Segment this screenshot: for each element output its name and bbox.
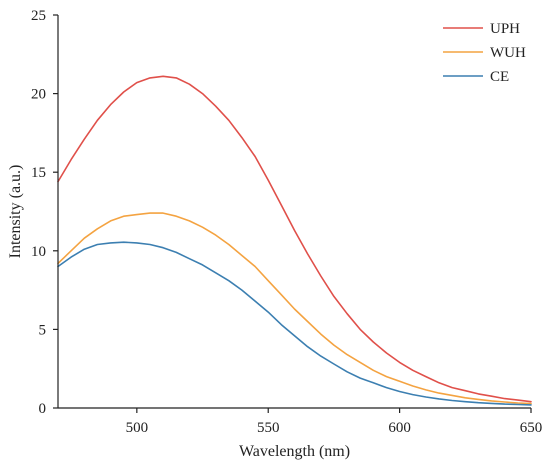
y-tick-label: 15 xyxy=(31,165,46,181)
axes-group xyxy=(57,15,531,409)
x-tick-label: 550 xyxy=(257,420,280,436)
x-tick-label: 600 xyxy=(388,420,411,436)
y-tick-label: 10 xyxy=(31,244,46,260)
x-tick-label: 500 xyxy=(126,420,149,436)
y-tick-label: 20 xyxy=(31,87,46,103)
y-axis-title: Intensity (a.u.) xyxy=(7,165,24,259)
legend: UPH WUH CE xyxy=(443,21,526,85)
series-line-ce xyxy=(57,241,532,406)
plot-series-group xyxy=(57,75,532,406)
series-line-uph xyxy=(57,75,532,403)
y-tick-label: 0 xyxy=(39,401,47,417)
y-tick-label: 5 xyxy=(39,322,47,338)
legend-label-ce: CE xyxy=(490,69,509,85)
x-ticks-group: 500 550 600 650 xyxy=(126,408,543,436)
legend-label-uph: UPH xyxy=(490,21,520,37)
series-line-wuh xyxy=(57,212,532,405)
legend-label-wuh: WUH xyxy=(490,45,526,61)
y-tick-label: 25 xyxy=(31,8,46,24)
y-ticks-group: 0 5 10 15 20 25 xyxy=(31,8,58,417)
x-tick-label: 650 xyxy=(520,420,543,436)
x-axis-title: Wavelength (nm) xyxy=(239,443,350,460)
